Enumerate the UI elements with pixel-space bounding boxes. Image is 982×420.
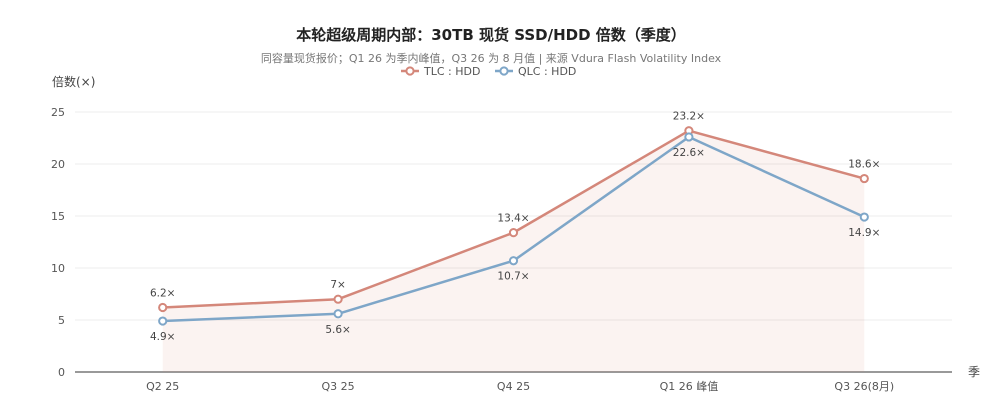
- data-point: [684, 132, 694, 142]
- x-ticks: Q2 25 Q3 25 Q4 25 Q1 26 峰值 Q3 26(8月): [146, 380, 894, 393]
- data-labels: 6.2× 7× 13.4× 23.2× 18.6× 4.9× 5.6× 10.7× 22.6× 1…: [150, 111, 880, 343]
- data-point: [859, 212, 869, 222]
- data-label: 13.4×: [497, 213, 529, 225]
- legend-swatch-marker: [499, 66, 509, 76]
- data-point: [508, 256, 519, 266]
- chart-subtitle: 同容量现货报价；Q1 26 为季内峰值，Q3 26 为 8 月值 | 来源 Vd…: [261, 51, 722, 65]
- x-tick-label: Q3 25: [322, 380, 355, 393]
- data-label: 22.6×: [673, 147, 705, 159]
- data-label: 23.2×: [673, 111, 705, 123]
- data-label: 7×: [330, 279, 345, 291]
- x-tick-label: Q2 25: [146, 380, 179, 393]
- data-point: [333, 309, 343, 319]
- x-axis-label: 季: [968, 365, 980, 379]
- series-points: [158, 126, 869, 326]
- data-label: 14.9×: [848, 227, 880, 239]
- x-tick-label: Q4 25: [497, 380, 530, 393]
- y-ticks: 0 5 10 15 20 25: [51, 106, 65, 379]
- series-area: [162, 130, 865, 372]
- data-point: [333, 294, 343, 304]
- data-point: [158, 316, 168, 326]
- x-tick-label: Q3 26(8月): [834, 380, 894, 393]
- data-point: [508, 228, 519, 238]
- y-tick-label: 10: [51, 262, 65, 275]
- series-areas: [162, 130, 865, 372]
- y-tick-label: 20: [51, 158, 65, 171]
- y-tick-label: 0: [58, 366, 65, 379]
- gridlines: [75, 111, 952, 373]
- legend-swatch-marker: [405, 66, 415, 76]
- y-tick-label: 5: [58, 314, 65, 327]
- data-point: [158, 302, 168, 313]
- chart-title: 本轮超级周期内部：30TB 现货 SSD/HDD 倍数（季度）: [296, 26, 686, 44]
- legend-label: QLC : HDD: [518, 65, 576, 78]
- y-axis-label: 倍数(×): [52, 74, 95, 89]
- data-label: 6.2×: [150, 288, 176, 300]
- data-label: 18.6×: [848, 159, 880, 171]
- data-label: 5.6×: [325, 324, 351, 336]
- y-tick-label: 15: [51, 210, 65, 223]
- legend-label: TLC : HDD: [423, 65, 480, 78]
- data-label: 10.7×: [497, 271, 529, 283]
- data-point: [859, 173, 869, 184]
- x-tick-label: Q1 26 峰值: [660, 380, 719, 393]
- data-label: 4.9×: [150, 331, 176, 343]
- y-tick-label: 25: [51, 106, 65, 119]
- legend: TLC : HDD QLC : HDD: [401, 65, 576, 78]
